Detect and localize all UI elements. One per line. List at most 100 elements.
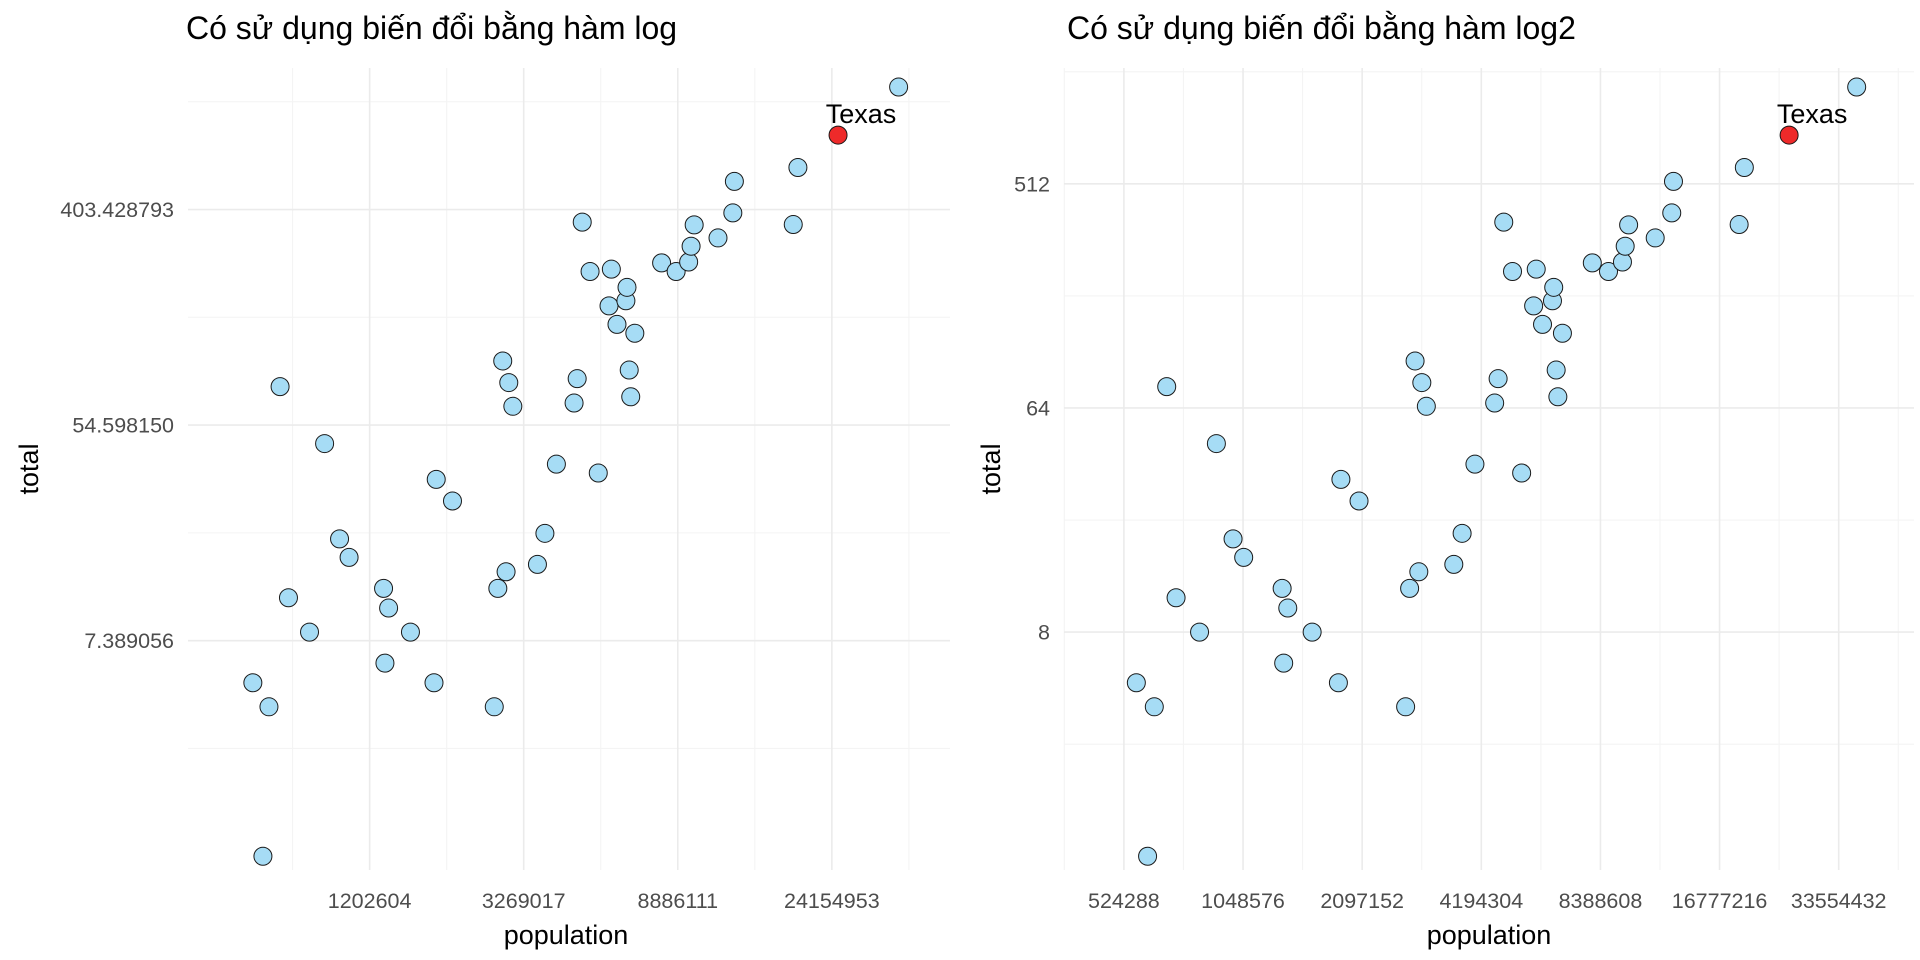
data-point: [1552, 323, 1572, 343]
data-point: [1524, 296, 1544, 316]
data-point: [708, 228, 728, 248]
data-point: [1206, 434, 1226, 454]
right-x-tick-label: 16777216: [1672, 889, 1768, 913]
data-point: [400, 622, 420, 642]
data-point: [723, 203, 743, 223]
data-point: [1157, 377, 1177, 397]
data-point: [1494, 212, 1514, 232]
data-point: [1615, 236, 1635, 256]
left-gridlines: [188, 68, 950, 870]
data-point: [379, 598, 399, 618]
data-point: [788, 157, 808, 177]
data-point: [684, 215, 704, 235]
data-point: [1533, 314, 1553, 334]
data-point: [1503, 262, 1523, 282]
data-point: [1662, 203, 1682, 223]
data-point: [1465, 454, 1485, 474]
data-point: [1400, 578, 1420, 598]
right-y-tick-label: 512: [1014, 172, 1050, 196]
data-point: [1512, 463, 1532, 483]
right-x-tick-label: 2097152: [1320, 889, 1404, 913]
left-y-axis-title: total: [14, 443, 44, 494]
data-point: [783, 215, 803, 235]
data-point: [1328, 673, 1348, 693]
data-point: [1544, 277, 1564, 297]
right-points: [1126, 77, 1867, 866]
data-point: [1278, 598, 1298, 618]
data-point: [1546, 360, 1566, 380]
data-point: [300, 622, 320, 642]
data-point: [1302, 622, 1322, 642]
data-point: [1612, 252, 1632, 272]
data-point: [535, 523, 555, 543]
data-point: [315, 434, 335, 454]
right-y-tick-label: 8: [1038, 621, 1050, 645]
right-x-tick-label: 524288: [1088, 889, 1160, 913]
data-point: [1272, 578, 1292, 598]
data-point: [1331, 469, 1351, 489]
highlight-label-texas: Texas: [1777, 99, 1848, 129]
data-point: [527, 554, 547, 574]
data-point: [588, 463, 608, 483]
data-point: [1729, 215, 1749, 235]
data-point: [330, 529, 350, 549]
right-x-tick-label: 8388608: [1559, 889, 1643, 913]
data-point: [339, 547, 359, 567]
data-point: [426, 469, 446, 489]
data-point: [442, 491, 462, 511]
left-x-tick-label: 1202604: [328, 889, 412, 913]
data-point: [1599, 262, 1619, 282]
data-point: [889, 77, 909, 97]
data-point: [1526, 259, 1546, 279]
right-gridlines: [1063, 68, 1914, 870]
data-point: [488, 578, 508, 598]
data-point: [503, 396, 523, 416]
data-point: [1645, 228, 1665, 248]
data-point: [601, 259, 621, 279]
data-point: [493, 351, 513, 371]
right-x-axis-title: population: [1427, 920, 1552, 950]
highlight-label-texas: Texas: [826, 99, 897, 129]
data-point: [619, 360, 639, 380]
left-x-tick-label: 3269017: [482, 889, 566, 913]
data-point: [1488, 369, 1508, 389]
left-x-tick-label: 24154953: [784, 889, 880, 913]
data-point: [1234, 547, 1254, 567]
data-point: [1485, 393, 1505, 413]
data-point: [1349, 491, 1369, 511]
data-point: [1223, 529, 1243, 549]
data-point: [270, 377, 290, 397]
highlight-point-texas: [828, 125, 848, 145]
data-point: [580, 262, 600, 282]
left-y-tick-label: 7.389056: [84, 629, 174, 653]
data-point: [1144, 697, 1164, 717]
right-y-tick-label: 64: [1026, 396, 1050, 420]
data-point: [374, 578, 394, 598]
data-point: [243, 673, 263, 693]
data-point: [1444, 554, 1464, 574]
right-x-tick-label: 1048576: [1201, 889, 1285, 913]
data-point: [607, 314, 627, 334]
data-point: [599, 296, 619, 316]
data-point: [1126, 673, 1146, 693]
data-point: [1166, 588, 1186, 608]
data-point: [1274, 653, 1294, 673]
highlight-point-texas: [1779, 125, 1799, 145]
data-point: [1412, 373, 1432, 393]
data-point: [1396, 697, 1416, 717]
data-point: [1582, 253, 1602, 273]
data-point: [424, 673, 444, 693]
right-x-tick-label: 4194304: [1439, 889, 1523, 913]
data-point: [679, 252, 699, 272]
data-point: [1138, 846, 1158, 866]
data-point: [546, 454, 566, 474]
data-point: [1734, 157, 1754, 177]
data-point: [572, 212, 592, 232]
right-chart-title: Có sử dụng biến đổi bằng hàm log2: [1067, 10, 1576, 46]
right-scatter-panel: Có sử dụng biến đổi bằng hàm log2 popula…: [976, 10, 1914, 950]
data-point: [499, 373, 519, 393]
data-point: [1409, 562, 1429, 582]
data-point: [1548, 387, 1568, 407]
data-point: [681, 236, 701, 256]
